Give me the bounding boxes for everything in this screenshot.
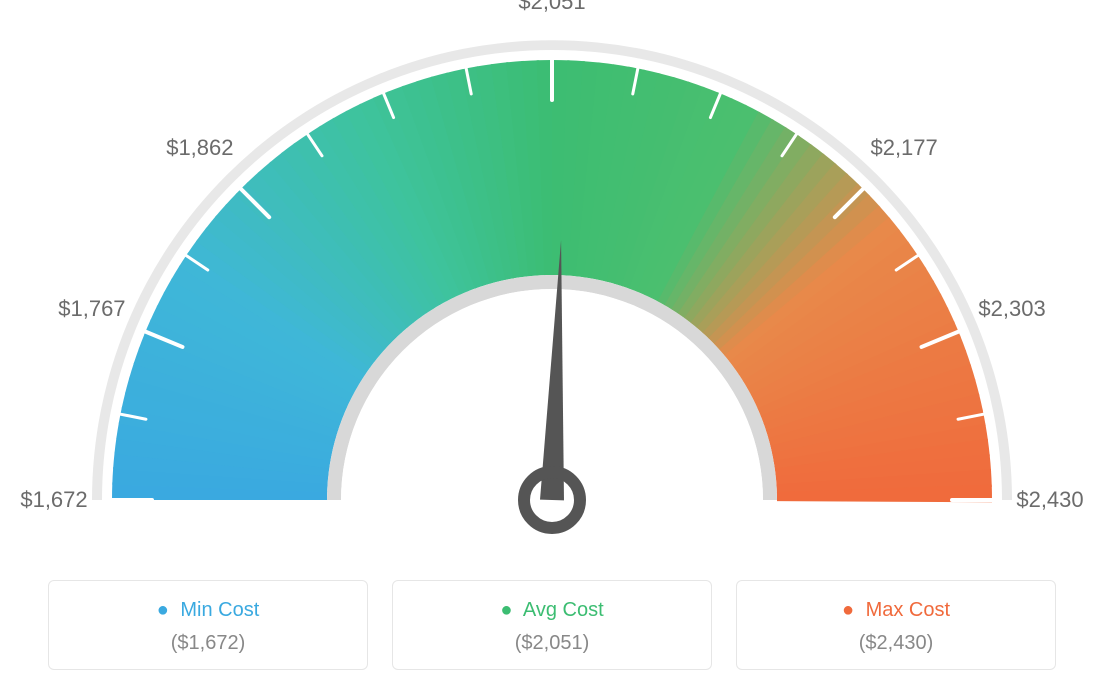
legend-row: ● Min Cost ($1,672) ● Avg Cost ($2,051) … [48,580,1056,670]
gauge-tick-label: $1,672 [20,487,87,513]
legend-title-min: ● Min Cost [59,599,357,622]
legend-label-min: Min Cost [180,599,259,621]
legend-dot-avg: ● [500,599,512,621]
legend-value-min: ($1,672) [59,632,357,655]
gauge-tick-label: $2,051 [518,0,585,15]
legend-title-max: ● Max Cost [747,599,1045,622]
legend-title-avg: ● Avg Cost [403,599,701,622]
gauge-svg [0,0,1104,560]
gauge-tick-label: $2,177 [870,135,937,161]
legend-value-avg: ($2,051) [403,632,701,655]
legend-value-max: ($2,430) [747,632,1045,655]
legend-card-min: ● Min Cost ($1,672) [48,580,368,670]
gauge-tick-label: $2,430 [1016,487,1083,513]
legend-label-avg: Avg Cost [523,599,604,621]
gauge-tick-label: $2,303 [978,296,1045,322]
legend-dot-min: ● [157,599,169,621]
gauge-chart-container: $1,672 $1,767 $1,862 $2,051 $2,177 $2,303 $2,4… [0,0,1104,690]
legend-card-avg: ● Avg Cost ($2,051) [392,580,712,670]
legend-card-max: ● Max Cost ($2,430) [736,580,1056,670]
legend-dot-max: ● [842,599,854,621]
gauge-tick-label: $1,767 [58,296,125,322]
gauge-tick-label: $1,862 [166,135,233,161]
gauge-area: $1,672 $1,767 $1,862 $2,051 $2,177 $2,303 $2,4… [0,0,1104,550]
legend-label-max: Max Cost [866,599,950,621]
